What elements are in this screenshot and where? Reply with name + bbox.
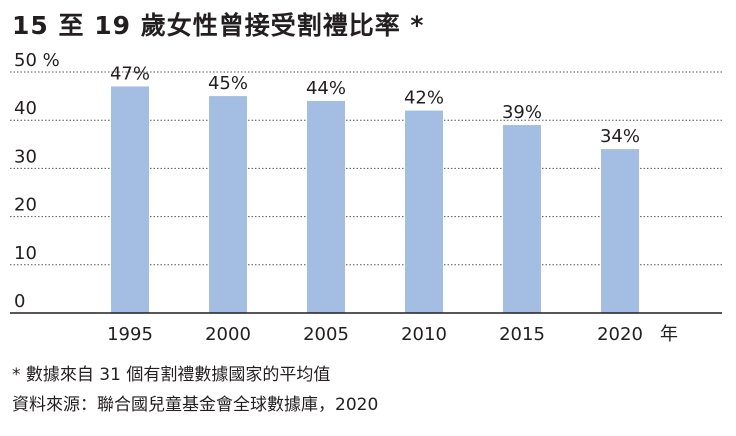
- y-tick-label: 50 %: [14, 50, 60, 71]
- bar: [111, 86, 149, 314]
- y-tick-label: 40: [14, 98, 37, 119]
- bar: [601, 149, 639, 313]
- x-tick-label: 1995: [107, 324, 153, 345]
- x-tick-label: 2005: [303, 324, 349, 345]
- y-tick-label: 20: [14, 195, 37, 216]
- x-tick-label: 2000: [205, 324, 251, 345]
- bar: [405, 110, 443, 313]
- bar: [209, 96, 247, 313]
- y-tick-label: 0: [14, 291, 25, 312]
- data-label: 45%: [208, 73, 248, 94]
- y-tick-label: 10: [14, 243, 37, 264]
- bar: [503, 125, 541, 314]
- y-axis-ticks: 50 % 40 30 20 10 0: [14, 50, 60, 312]
- data-label: 47%: [110, 63, 150, 84]
- footnote-note: * 數據來自 31 個有割禮數據國家的平均值: [12, 365, 331, 385]
- x-tick-label: 2020: [597, 324, 643, 345]
- chart-title: 15 至 19 歲女性曾接受割禮比率 *: [12, 11, 425, 40]
- bars: [111, 86, 639, 314]
- footnote-source: 資料來源：聯合國兒童基金會全球數據庫，2020: [12, 395, 379, 415]
- y-tick-label: 30: [14, 146, 37, 167]
- x-axis-unit: 年: [660, 324, 678, 345]
- data-label: 42%: [404, 88, 444, 109]
- x-axis-ticks: 1995 2000 2005 2010 2015 2020: [107, 324, 643, 345]
- bar: [307, 100, 345, 313]
- data-labels: 47% 45% 44% 42% 39% 34%: [110, 63, 640, 147]
- data-label: 34%: [600, 126, 640, 147]
- data-label: 39%: [502, 102, 542, 123]
- data-label: 44%: [306, 78, 346, 99]
- x-tick-label: 2010: [401, 324, 447, 345]
- x-tick-label: 2015: [499, 324, 545, 345]
